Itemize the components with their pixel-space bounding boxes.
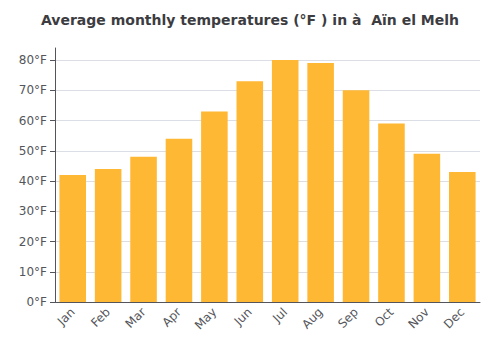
svg-text:Aug: Aug: [299, 305, 325, 331]
svg-text:Jun: Jun: [231, 305, 255, 329]
svg-text:Mar: Mar: [123, 305, 149, 331]
svg-text:Dec: Dec: [441, 305, 467, 331]
svg-text:Average monthly temperatures (: Average monthly temperatures (°F ) in à …: [41, 12, 459, 28]
svg-text:0°F: 0°F: [26, 295, 47, 309]
svg-text:Nov: Nov: [405, 305, 431, 331]
svg-text:Sep: Sep: [335, 305, 361, 331]
svg-text:80°F: 80°F: [19, 53, 47, 67]
svg-text:70°F: 70°F: [19, 83, 47, 97]
svg-text:Feb: Feb: [88, 305, 113, 330]
svg-text:50°F: 50°F: [19, 144, 47, 158]
svg-text:Oct: Oct: [372, 305, 397, 330]
svg-text:40°F: 40°F: [19, 174, 47, 188]
svg-text:10°F: 10°F: [19, 265, 47, 279]
svg-text:Jan: Jan: [54, 305, 78, 329]
svg-text:20°F: 20°F: [19, 235, 47, 249]
svg-text:Apr: Apr: [159, 305, 184, 330]
svg-text:30°F: 30°F: [19, 204, 47, 218]
svg-text:60°F: 60°F: [19, 114, 47, 128]
svg-text:May: May: [192, 305, 219, 332]
svg-text:Jul: Jul: [269, 305, 290, 326]
